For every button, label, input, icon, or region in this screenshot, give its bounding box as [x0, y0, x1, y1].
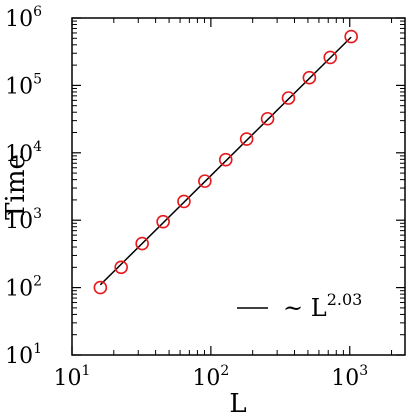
y-axis-label: Time: [1, 154, 31, 220]
data-point: [135, 236, 149, 251]
data-point: [177, 194, 191, 209]
y-tick-label-exponent: 3: [33, 206, 42, 222]
x-tick-label-exponent: 3: [359, 363, 368, 379]
x-tick-label-exponent: 2: [220, 363, 229, 379]
data-point: [156, 214, 170, 229]
y-tick-label: 104: [5, 139, 42, 167]
y-tick-label-base: 10: [5, 74, 33, 99]
data-point: [281, 91, 296, 105]
x-tick-label-base: 10: [54, 366, 82, 391]
legend-label: ~ L2.03: [283, 290, 362, 322]
y-tick-label: 105: [5, 71, 42, 99]
y-tick-label-exponent: 4: [33, 139, 42, 155]
y-tick-label-exponent: 6: [33, 4, 42, 20]
y-tick-label: 102: [5, 274, 42, 302]
data-point: [198, 174, 212, 188]
data-point: [218, 152, 233, 167]
plot-marks: [93, 29, 358, 295]
legend-label-base: ~ L: [283, 294, 327, 322]
y-tick-label: 101: [5, 341, 42, 369]
data-point: [93, 280, 108, 295]
x-tick-label: 102: [192, 363, 229, 391]
data-point: [114, 260, 128, 275]
y-tick-label-base: 10: [5, 142, 33, 167]
data-point: [302, 70, 317, 85]
y-tick-label-exponent: 2: [33, 274, 42, 290]
y-tick-label: 103: [5, 206, 42, 234]
data-point: [344, 29, 358, 44]
y-tick-label-exponent: 1: [33, 341, 42, 357]
data-point: [239, 132, 254, 146]
legend: ~ L2.03: [237, 290, 362, 322]
x-tick-label: 103: [331, 363, 368, 391]
plot-frame: [71, 17, 406, 356]
y-tick-label: 106: [5, 4, 42, 32]
fit-line: [99, 36, 352, 286]
x-axis-label: L: [229, 389, 246, 414]
y-tick-label-base: 10: [5, 7, 33, 32]
y-tick-label-base: 10: [5, 344, 33, 369]
data-point: [260, 111, 275, 126]
x-tick-label-exponent: 1: [82, 363, 91, 379]
x-tick-label: 101: [54, 363, 91, 391]
data-point: [323, 50, 338, 65]
x-tick-label-base: 10: [331, 366, 359, 391]
y-tick-label-base: 10: [5, 277, 33, 302]
x-tick-label-base: 10: [192, 366, 220, 391]
legend-label-exponent: 2.03: [327, 290, 363, 309]
y-tick-label-base: 10: [5, 209, 33, 234]
y-tick-label-exponent: 5: [33, 71, 42, 87]
